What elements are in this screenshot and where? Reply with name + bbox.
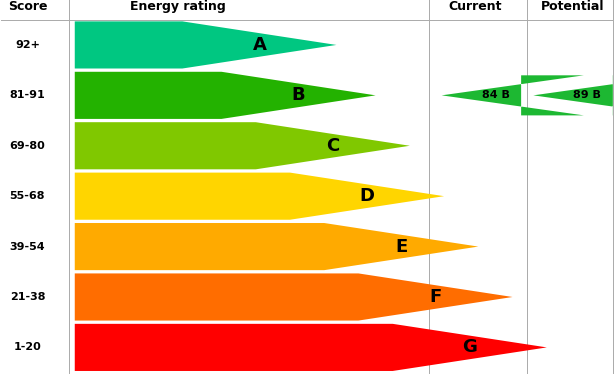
Text: B: B [292,86,306,104]
Text: 84 B: 84 B [482,91,510,100]
Polygon shape [75,173,444,220]
Text: G: G [462,338,477,356]
Polygon shape [75,223,478,270]
Text: C: C [326,137,339,155]
Text: 55-68: 55-68 [10,191,45,201]
Text: Score: Score [7,0,47,13]
Polygon shape [75,122,410,169]
Text: 81-91: 81-91 [9,91,46,100]
Text: Potential: Potential [541,0,605,13]
Text: 1-20: 1-20 [14,343,41,352]
Polygon shape [75,72,376,119]
Text: E: E [395,237,407,255]
Text: A: A [253,36,266,54]
Text: 89 B: 89 B [573,91,601,100]
Polygon shape [75,273,512,321]
Text: 92+: 92+ [15,40,40,50]
Polygon shape [442,75,584,116]
Text: 69-80: 69-80 [9,141,46,151]
Text: Energy rating: Energy rating [130,0,226,13]
Polygon shape [75,21,336,68]
Polygon shape [533,75,615,116]
Text: 21-38: 21-38 [10,292,45,302]
Text: Current: Current [448,0,502,13]
Text: 39-54: 39-54 [10,242,45,252]
Text: D: D [360,187,375,205]
Polygon shape [75,324,547,371]
Text: F: F [429,288,442,306]
